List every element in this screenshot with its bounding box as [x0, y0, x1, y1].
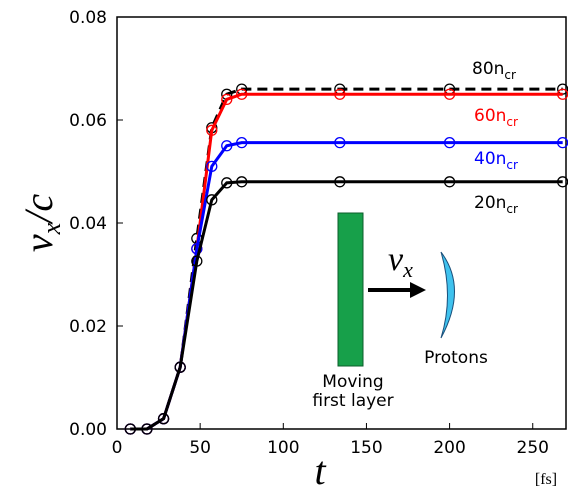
y-tick-label: 0.06: [69, 111, 107, 131]
layer-label: first layer: [312, 391, 393, 411]
data-point: [191, 255, 203, 267]
legend-label: 20ncr: [474, 193, 518, 216]
y-tick-label: 0.00: [69, 420, 107, 440]
x-tick-label: 250: [517, 438, 549, 458]
data-point: [174, 361, 186, 373]
data-point: [191, 243, 203, 255]
y-tick-label: 0.02: [69, 317, 107, 337]
y-tick-label: 0.08: [69, 8, 107, 28]
legend-name: 80n: [472, 59, 504, 79]
data-point: [236, 137, 248, 149]
legend-subscript: cr: [506, 158, 518, 172]
legend-label: 40ncr: [474, 149, 518, 172]
protons-label: Protons: [424, 348, 488, 368]
data-point: [157, 413, 170, 425]
layer-block: [337, 212, 364, 367]
data-point: [334, 137, 346, 149]
y-axis-label: vx/c: [16, 194, 66, 252]
x-tick-label: 0: [112, 438, 123, 458]
x-tick-label: 200: [433, 438, 465, 458]
data-point: [443, 88, 456, 100]
data-point: [206, 194, 218, 206]
data-point: [443, 176, 456, 188]
series-line: [130, 180, 563, 431]
legend-label: 80ncr: [472, 59, 516, 82]
x-tick-label: 150: [350, 438, 382, 458]
data-point: [334, 176, 346, 188]
legend-name: 40n: [474, 149, 506, 169]
y-label-sub: x: [37, 222, 66, 235]
data-point: [443, 137, 456, 149]
x-tick-label: 100: [267, 438, 299, 458]
data-point: [206, 160, 218, 173]
proton-crescent: [440, 251, 455, 339]
data-point: [124, 423, 136, 435]
legend-subscript: cr: [506, 115, 518, 129]
layer-label: Moving: [322, 372, 383, 392]
data-point: [221, 140, 233, 152]
velocity-sub: x: [402, 257, 413, 282]
legend-label: 60ncr: [474, 106, 518, 129]
legend-subscript: cr: [504, 68, 516, 82]
x-unit: [fs]: [535, 471, 557, 488]
data-point: [206, 124, 218, 136]
y-label-rest: /c: [16, 194, 61, 225]
velocity-main: v: [388, 241, 404, 278]
y-label-main: v: [16, 234, 61, 252]
velocity-label: vx: [388, 241, 413, 282]
data-point: [236, 88, 248, 100]
data-point: [236, 176, 248, 188]
data-point: [141, 423, 153, 435]
legend-subscript: cr: [506, 202, 518, 216]
legend-name: 60n: [474, 106, 506, 126]
data-point: [221, 93, 233, 106]
arrow-head: [410, 282, 426, 298]
y-tick-label: 0.04: [69, 214, 107, 234]
series-line: [130, 87, 563, 431]
data-point: [221, 177, 233, 189]
x-tick-label: 50: [189, 438, 211, 458]
legend-name: 20n: [474, 193, 506, 213]
x-axis-label: t: [314, 448, 326, 491]
data-point: [334, 88, 346, 100]
